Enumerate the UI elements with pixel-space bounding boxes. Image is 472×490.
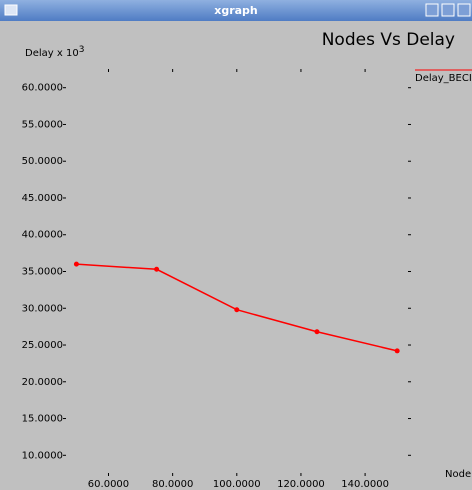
y-tick-label: 30.0000 [22, 303, 63, 314]
y-tick-label: 25.0000 [22, 340, 63, 351]
legend-label: Delay_BECI [415, 73, 472, 84]
x-axis-label: Node [445, 469, 471, 480]
x-tick-label: 120.0000 [277, 479, 325, 490]
minimize-button[interactable] [425, 3, 439, 17]
y-tick-label: 20.0000 [22, 377, 63, 388]
y-tick-label: 50.0000 [22, 156, 63, 167]
chart-title: Nodes Vs Delay [322, 30, 455, 50]
y-axis-label: Delay x 103 [25, 45, 84, 60]
point [394, 348, 400, 354]
x-tick-label: 140.0000 [341, 479, 389, 490]
y-tick-label: 15.0000 [22, 414, 63, 425]
x-tick-label: 100.0000 [213, 479, 261, 490]
point [234, 307, 240, 313]
window-title: xgraph [214, 4, 258, 17]
y-axis-label-base: Delay x 10 [25, 48, 79, 59]
y-tick-label: 35.0000 [22, 267, 63, 278]
y-tick-label: 60.0000 [22, 83, 63, 94]
x-tick-label: 60.0000 [88, 479, 129, 490]
point [154, 266, 160, 272]
point [73, 261, 79, 267]
close-button[interactable] [457, 3, 471, 17]
x-tick-label: 80.0000 [152, 479, 193, 490]
y-axis-label-exponent: 3 [79, 45, 85, 55]
point [314, 329, 320, 335]
title-bar [0, 0, 472, 21]
maximize-button[interactable] [441, 3, 455, 17]
y-tick-label: 45.0000 [22, 193, 63, 204]
y-tick-label: 40.0000 [22, 230, 63, 241]
y-tick-label: 55.0000 [22, 119, 63, 130]
window-menu-icon[interactable] [4, 4, 18, 16]
y-tick-label: 10.0000 [22, 450, 63, 461]
